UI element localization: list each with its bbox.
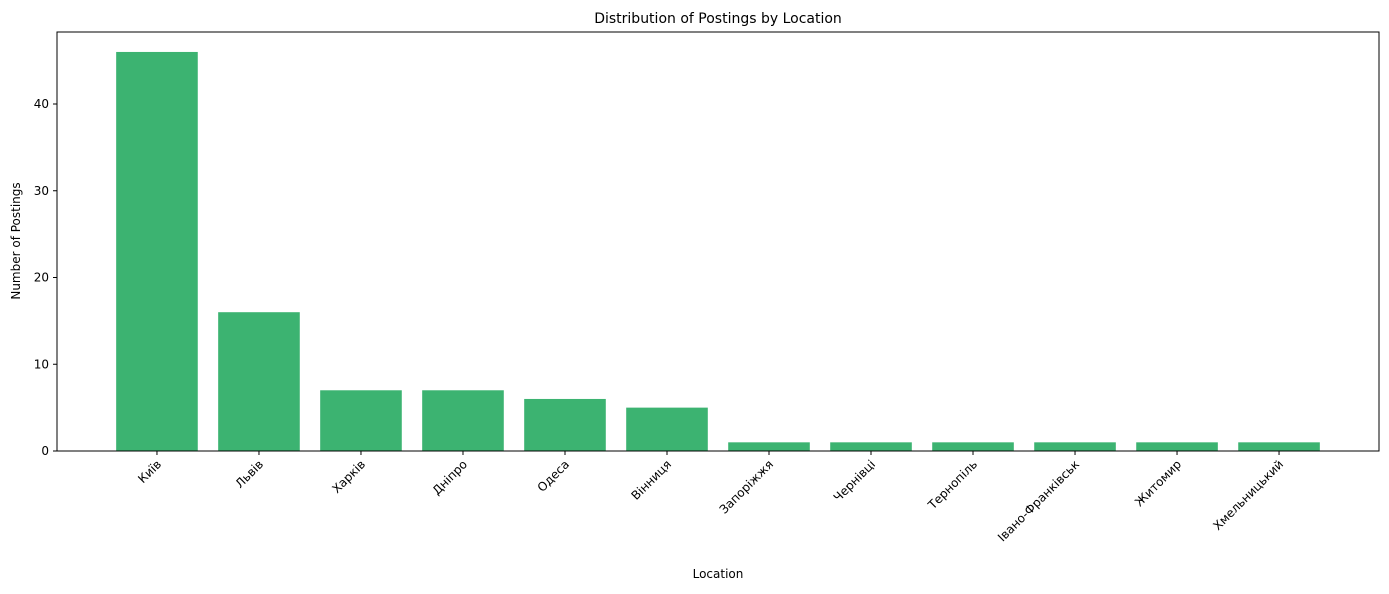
bar-11 bbox=[1238, 442, 1320, 451]
y-axis: 0 10 20 30 40 bbox=[34, 97, 57, 458]
x-tick-label: Одеса bbox=[535, 457, 573, 495]
x-axis-label: Location bbox=[693, 567, 744, 581]
y-tick-label: 10 bbox=[34, 357, 49, 371]
chart-title: Distribution of Postings by Location bbox=[594, 11, 842, 27]
bar-10 bbox=[1136, 442, 1218, 451]
x-tick-label: Хмельницький bbox=[1210, 457, 1286, 533]
x-tick-label: Львів bbox=[232, 457, 266, 491]
bar-7 bbox=[830, 442, 912, 451]
x-tick-label: Чернівці bbox=[831, 457, 878, 504]
y-tick-label: 30 bbox=[34, 184, 49, 198]
x-tick-label: Харків bbox=[329, 457, 368, 496]
y-axis-label: Number of Postings bbox=[9, 182, 23, 299]
x-tick-label: Запоріжжя bbox=[717, 457, 776, 516]
bar-9 bbox=[1034, 442, 1116, 451]
plot-frame bbox=[56, 31, 1380, 452]
x-tick-label: Київ bbox=[135, 457, 164, 486]
bar-3 bbox=[422, 390, 504, 451]
x-tick-label: Тернопіль bbox=[925, 457, 980, 512]
bars-group bbox=[116, 51, 1320, 451]
bar-2 bbox=[320, 390, 402, 451]
x-tick-label: Вінниця bbox=[629, 457, 675, 503]
bar-5 bbox=[626, 407, 708, 451]
y-tick-label: 20 bbox=[34, 271, 49, 285]
bar-1 bbox=[218, 312, 300, 451]
x-axis: Київ Львів Харків Дніпро Одеса Вінниця Запоріж… bbox=[135, 451, 1286, 544]
bar-0 bbox=[116, 51, 198, 451]
x-tick-label: Івано-Франківськ bbox=[995, 457, 1082, 544]
y-tick-label: 0 bbox=[41, 444, 49, 458]
x-tick-label: Дніпро bbox=[430, 457, 471, 498]
bar-8 bbox=[932, 442, 1014, 451]
y-tick-label: 40 bbox=[34, 97, 49, 111]
bar-6 bbox=[728, 442, 810, 451]
x-tick-label: Житомир bbox=[1132, 457, 1184, 509]
bar-4 bbox=[524, 398, 606, 451]
